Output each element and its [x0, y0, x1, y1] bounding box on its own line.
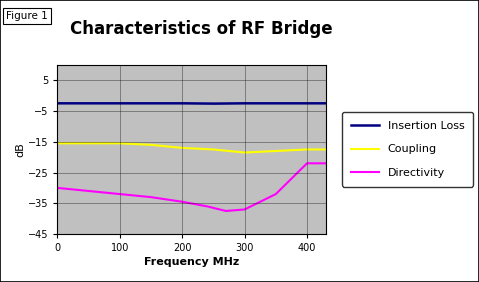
- Text: Figure 1: Figure 1: [6, 11, 47, 21]
- Text: Characteristics of RF Bridge: Characteristics of RF Bridge: [70, 20, 332, 38]
- Y-axis label: dB: dB: [15, 142, 25, 157]
- Legend: Insertion Loss, Coupling, Directivity: Insertion Loss, Coupling, Directivity: [342, 112, 473, 187]
- X-axis label: Frequency MHz: Frequency MHz: [144, 257, 239, 267]
